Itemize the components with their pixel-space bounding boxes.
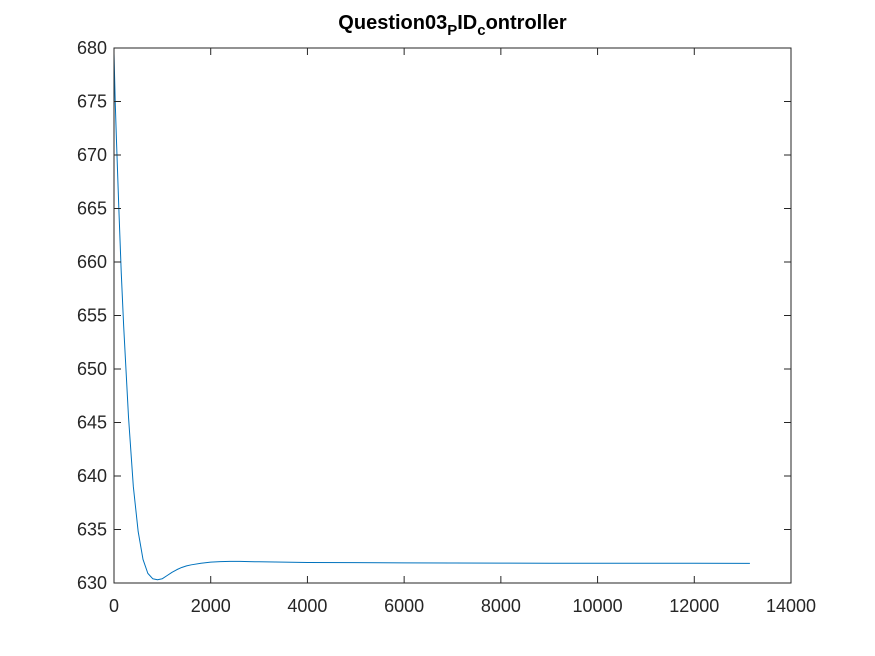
x-tick-label: 2000 [191, 596, 231, 616]
x-tick-label: 6000 [384, 596, 424, 616]
series-line-1 [113, 53, 750, 581]
y-tick-label: 675 [77, 92, 107, 112]
y-tick-label: 665 [77, 199, 107, 219]
y-tick-label: 635 [77, 520, 107, 540]
y-tick-label: 630 [77, 573, 107, 593]
y-axis-ticks: 630 635 640 645 650 655 660 665 670 675 680 [77, 38, 791, 593]
plot-area [114, 48, 791, 583]
y-tick-label: 660 [77, 252, 107, 272]
title-part: P [447, 22, 457, 39]
x-tick-label: 0 [109, 596, 119, 616]
x-tick-label: 14000 [766, 596, 816, 616]
y-tick-label: 650 [77, 359, 107, 379]
x-tick-label: 12000 [669, 596, 719, 616]
x-tick-label: 10000 [573, 596, 623, 616]
title-part: Question03 [338, 12, 447, 34]
y-tick-label: 645 [77, 413, 107, 433]
x-tick-label: 8000 [481, 596, 521, 616]
x-tick-label: 4000 [287, 596, 327, 616]
title-part: ID [457, 12, 477, 34]
title-part: c [477, 22, 485, 39]
plot-background [114, 48, 791, 583]
chart-title: Question03PIDcontroller [338, 12, 567, 39]
title-part: ontroller [486, 12, 567, 34]
y-tick-label: 640 [77, 466, 107, 486]
x-axis-ticks: 0 2000 4000 6000 8000 10000 12000 14000 [109, 48, 816, 616]
series-layer [113, 53, 750, 581]
y-tick-label: 680 [77, 38, 107, 58]
y-tick-label: 670 [77, 145, 107, 165]
y-tick-label: 655 [77, 306, 107, 326]
